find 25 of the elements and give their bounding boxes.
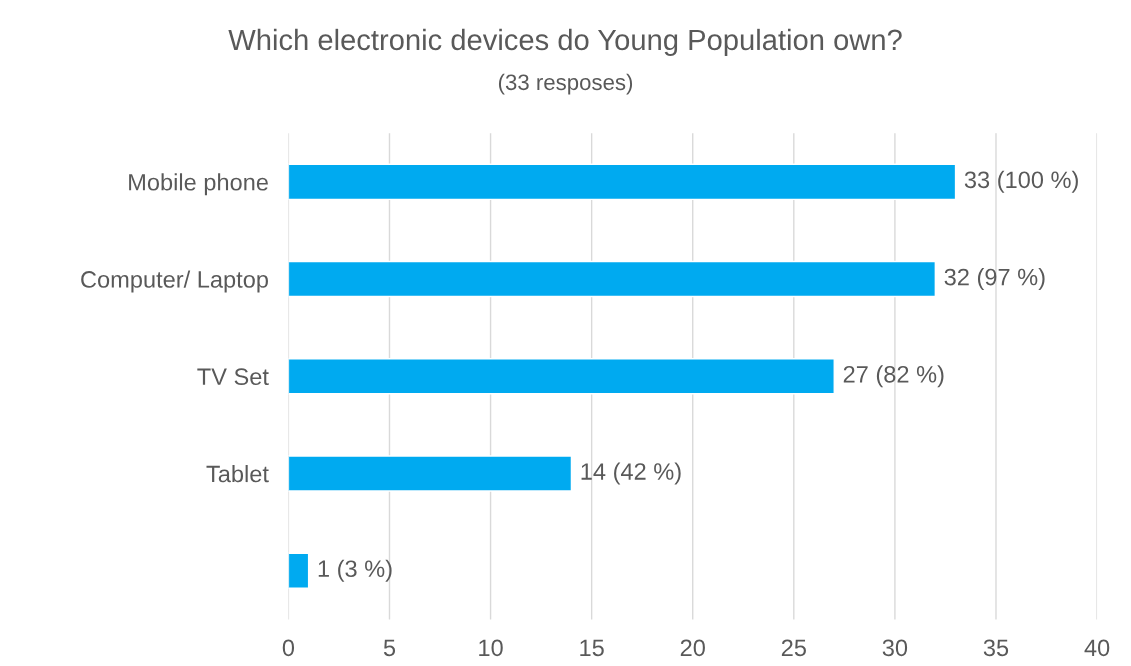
x-tick-label: 30 (882, 639, 908, 657)
bar (288, 455, 573, 492)
x-tick-label: 0 (282, 639, 295, 657)
x-tick-label: 15 (580, 639, 604, 657)
data-label: 1 (3 %) (318, 559, 392, 582)
chart-subtitle: (33 resposes) (498, 73, 633, 95)
x-tick-label: 40 (1084, 639, 1110, 657)
bar (288, 260, 937, 298)
x-tick-label: 20 (680, 639, 705, 657)
data-label: 14 (42 %) (581, 462, 681, 485)
y-tick-label: Computer/ Laptop (81, 270, 268, 293)
x-tick-label: 25 (781, 639, 806, 657)
x-tick-label: 10 (479, 639, 503, 657)
y-tick-label: TV Set (197, 368, 269, 386)
bar (288, 163, 957, 201)
chart-title: Which electronic devices do Young Population own? (228, 28, 902, 56)
bar (288, 358, 835, 395)
x-tick-label: 5 (383, 639, 396, 657)
data-label: 32 (97 %) (944, 268, 1045, 291)
y-tick-label: Mobile phone (129, 173, 268, 196)
x-tick-label: 35 (983, 639, 1009, 657)
data-label: 27 (82 %) (843, 365, 944, 388)
data-label: 33 (100 %) (964, 170, 1078, 193)
bar (288, 552, 310, 589)
y-tick-label: Tablet (206, 464, 269, 483)
